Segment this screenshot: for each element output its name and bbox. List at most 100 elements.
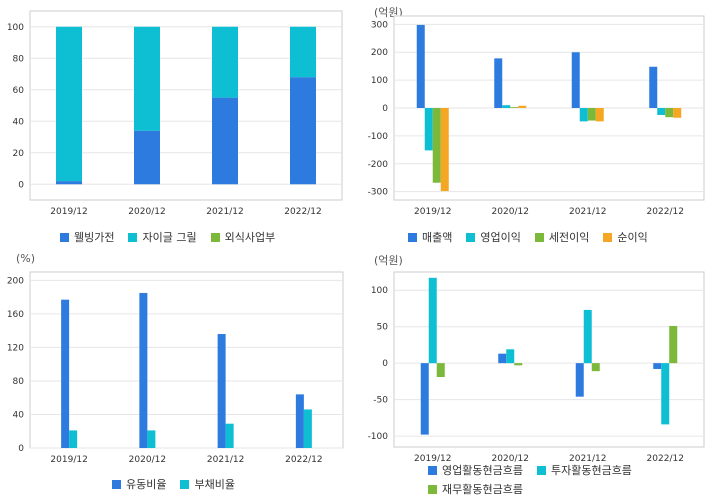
y-tick-label: -300	[368, 188, 389, 198]
legend-label: 영업이익	[480, 231, 521, 244]
legend-item: 매출액	[408, 229, 452, 245]
y-tick-label: 200	[7, 276, 24, 286]
legend-row: 웰빙가전 자이글 그릴 외식사업부	[60, 229, 289, 245]
legend-item: 외식사업부	[210, 229, 276, 245]
legend-row: 매출액 영업이익 세전이익 순이익	[408, 229, 662, 245]
unit-label: (억원)	[374, 254, 403, 267]
chart-svg: 0 40 80 120 160 200 2019/12 2020/12 2021/12 2022/…	[7, 271, 344, 465]
bar	[583, 309, 592, 364]
bar	[225, 423, 234, 448]
bar	[571, 52, 580, 108]
legend-item: 부채비율	[180, 476, 235, 492]
legend-item: 자이글 그릴	[128, 229, 197, 245]
bar	[428, 277, 437, 364]
bar	[212, 97, 238, 185]
bar	[518, 105, 527, 108]
bar	[591, 363, 600, 372]
bar	[595, 108, 604, 122]
bar	[436, 363, 445, 377]
y-tick-label: 80	[13, 377, 25, 387]
bar	[579, 108, 588, 122]
legend-label: 외식사업부	[224, 231, 276, 244]
y-tick-label: 0	[18, 444, 24, 454]
legend-swatch	[536, 465, 546, 475]
x-tick-label: 2021/12	[206, 207, 243, 217]
legend-swatch	[112, 479, 121, 489]
bar	[587, 108, 596, 121]
y-tick-label: 80	[13, 54, 25, 64]
legend-swatch	[428, 465, 437, 475]
legend-swatch	[180, 479, 190, 489]
bar	[502, 105, 511, 108]
bar	[669, 325, 678, 364]
plot-area	[393, 271, 705, 448]
y-tick-label: 40	[13, 410, 25, 420]
x-tick-label: 2021/12	[207, 455, 244, 465]
legend-item: 세전이익	[534, 229, 590, 245]
x-tick-label: 2020/12	[492, 454, 529, 464]
bar	[416, 24, 425, 108]
bar	[303, 409, 312, 448]
chart-svg: -300 -200 -100 0 100 200 300 2019/12 2020/12 2021…	[368, 15, 705, 217]
bar	[420, 363, 429, 435]
legend-item: 웰빙가전	[60, 229, 114, 245]
legend-label: 영업활동현금흐름	[442, 464, 523, 477]
bar	[575, 363, 584, 397]
legend-label: 유동비율	[126, 478, 167, 491]
legend-row: 영업활동현금흐름 투자활동현금흐름	[428, 462, 646, 478]
legend-label: 부채비율	[194, 478, 235, 491]
bar	[134, 26, 160, 131]
plot-area	[29, 271, 344, 449]
chart-svg: -100 -50 0 50 100 2019/12 2020/12 2021/12 2022/1…	[368, 271, 705, 464]
bar	[134, 130, 160, 185]
y-tick-label: -200	[368, 160, 389, 170]
legend: 웰빙가전 자이글 그릴 외식사업부	[60, 229, 289, 248]
bar	[432, 108, 441, 183]
bar	[494, 58, 503, 108]
bar	[290, 26, 316, 78]
bar	[56, 181, 82, 185]
bar	[56, 26, 82, 182]
bar	[653, 363, 662, 369]
x-tick-label: 2019/12	[50, 455, 87, 465]
y-tick-label: 100	[7, 23, 24, 33]
chart-panel-income: (억원) -300 -200 -100 0 100 200 300 2019/12 2020/1…	[360, 0, 720, 248]
legend-item: 재무활동현금흐름	[428, 481, 523, 497]
x-tick-label: 2022/12	[647, 454, 684, 464]
x-tick-label: 2020/12	[492, 207, 529, 217]
bar	[290, 77, 316, 185]
y-tick-label: 50	[377, 323, 389, 333]
legend-label: 재무활동현금흐름	[442, 483, 523, 496]
x-tick-label: 2021/12	[569, 207, 606, 217]
legend-swatch	[408, 232, 417, 242]
bar	[498, 353, 507, 364]
legend-label: 세전이익	[548, 231, 590, 244]
legend: 유동비율 부채비율	[112, 476, 249, 495]
legend-swatch	[60, 232, 69, 242]
bar	[673, 108, 682, 118]
bar	[212, 26, 238, 98]
y-tick-label: -50	[373, 396, 388, 406]
chart-panel-product-mix: 0 20 40 60 80 100 2019/12 2020/12 2021/12 2022/12…	[0, 0, 360, 248]
legend-swatch	[210, 232, 220, 242]
bar	[661, 363, 670, 425]
x-tick-label: 2021/12	[569, 454, 606, 464]
chart-panel-ratios: (%) 0 40 80 120 160 200 2019/12 2020/12 2021/12 2…	[0, 248, 360, 496]
x-tick-label: 2019/12	[50, 207, 87, 217]
y-tick-label: -100	[368, 132, 389, 142]
bar	[217, 334, 226, 448]
bar	[424, 108, 433, 151]
bar	[649, 66, 658, 108]
y-tick-label: 100	[371, 286, 388, 296]
legend-label: 매출액	[422, 231, 453, 244]
bar	[295, 394, 304, 448]
bar	[514, 363, 523, 366]
y-tick-label: 100	[371, 76, 388, 86]
legend: 매출액 영업이익 세전이익 순이익	[408, 229, 662, 248]
y-tick-label: 300	[371, 20, 388, 30]
legend-item: 투자활동현금흐름	[536, 462, 632, 478]
y-tick-label: 60	[13, 86, 25, 96]
legend-label: 투자활동현금흐름	[550, 464, 632, 477]
unit-label: (%)	[16, 252, 36, 265]
